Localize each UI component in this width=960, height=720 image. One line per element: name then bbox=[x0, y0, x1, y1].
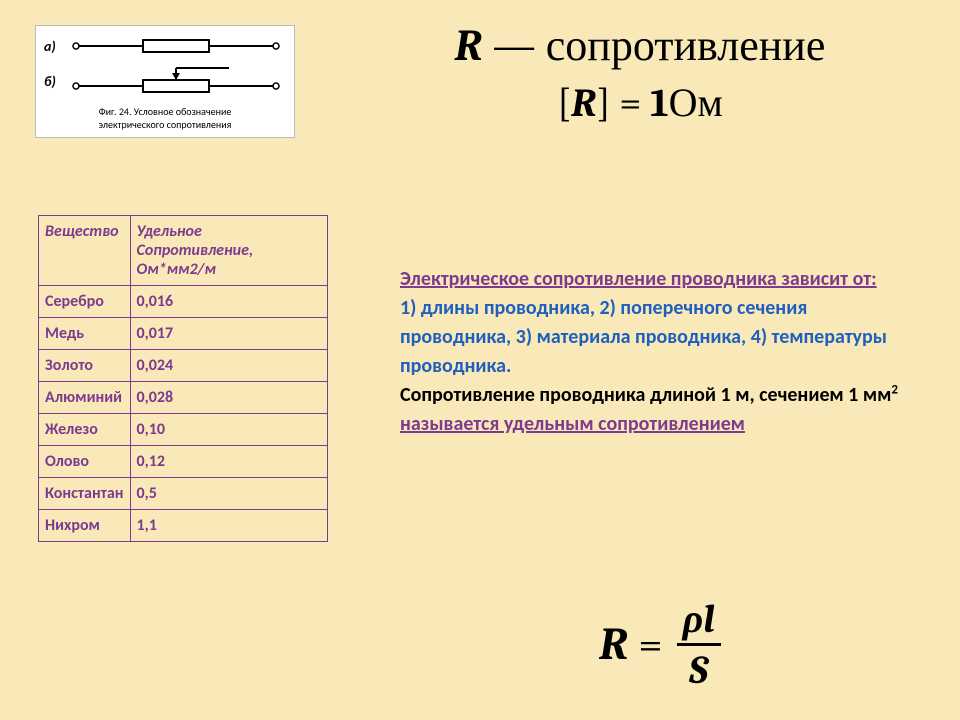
title-line-2: [R] = 1Ом bbox=[350, 79, 930, 126]
title-R2: R bbox=[571, 80, 596, 126]
cell-name: Константан bbox=[39, 478, 131, 510]
table-row: Константан0,5 bbox=[39, 478, 328, 510]
cell-val: 0,017 bbox=[130, 318, 327, 350]
table-row: Нихром1,1 bbox=[39, 510, 328, 542]
table-row: Олово0,12 bbox=[39, 446, 328, 478]
formula-denominator: S bbox=[677, 650, 721, 690]
cell-val: 0,12 bbox=[130, 446, 327, 478]
title-unit: Ом bbox=[669, 80, 723, 126]
bracket-close: ] bbox=[596, 80, 610, 126]
cell-name: Нихром bbox=[39, 510, 131, 542]
body-sent2a: Сопротивление проводника длиной 1 м, сеч… bbox=[400, 383, 891, 407]
header-value: Удельное Сопротивление, Ом*мм2/м bbox=[130, 216, 327, 286]
table-row: Медь0,017 bbox=[39, 318, 328, 350]
table-row: Железо0,10 bbox=[39, 414, 328, 446]
diagram-row-b: б) bbox=[44, 66, 286, 96]
cell-val: 0,5 bbox=[130, 478, 327, 510]
title-R: R bbox=[455, 20, 483, 71]
formula-R: R bbox=[599, 618, 628, 671]
formula-fraction: ρl S bbox=[677, 599, 721, 690]
title-word: — сопротивление bbox=[492, 20, 825, 71]
table-header-row: Вещество Удельное Сопротивление, Ом*мм2/… bbox=[39, 216, 328, 286]
diagram-label-b: б) bbox=[44, 73, 66, 90]
cell-val: 0,016 bbox=[130, 286, 327, 318]
cell-name: Золото bbox=[39, 350, 131, 382]
resistivity-table-wrap: Вещество Удельное Сопротивление, Ом*мм2/… bbox=[38, 215, 328, 542]
title-area: R — сопротивление [R] = 1Ом bbox=[350, 20, 930, 126]
cell-val: 1,1 bbox=[130, 510, 327, 542]
cell-name: Железо bbox=[39, 414, 131, 446]
diagram-caption-line2: электрического сопротивления bbox=[99, 118, 232, 131]
cell-val: 0,10 bbox=[130, 414, 327, 446]
cell-val: 0,028 bbox=[130, 382, 327, 414]
resistivity-table: Вещество Удельное Сопротивление, Ом*мм2/… bbox=[38, 215, 328, 542]
body-items: 1) длины проводника, 2) поперечного сече… bbox=[400, 296, 887, 378]
bracket-open: [ bbox=[557, 80, 571, 126]
resistance-formula: R = ρl S bbox=[420, 599, 900, 690]
cell-name: Медь bbox=[39, 318, 131, 350]
cell-val: 0,024 bbox=[130, 350, 327, 382]
title-equals: = bbox=[610, 80, 650, 126]
title-line-1: R — сопротивление bbox=[350, 20, 930, 71]
body-sent2b: называется удельным сопротивлением bbox=[400, 412, 745, 436]
fixed-resistor-icon bbox=[66, 36, 286, 56]
diagram-caption-line1: Фиг. 24. Условное обозначение bbox=[99, 105, 232, 118]
body-text: Электрическое сопротивление проводника з… bbox=[400, 265, 920, 439]
body-lead: Электрическое сопротивление проводника з… bbox=[400, 267, 877, 291]
formula-numerator: ρl bbox=[677, 599, 721, 639]
formula-bar bbox=[677, 643, 721, 646]
cell-name: Серебро bbox=[39, 286, 131, 318]
header-substance: Вещество bbox=[39, 216, 131, 286]
diagram-row-a: а) bbox=[44, 36, 286, 56]
table-row: Золото0,024 bbox=[39, 350, 328, 382]
title-one: 1 bbox=[650, 80, 668, 126]
diagram-caption: Фиг. 24. Условное обозначение электричес… bbox=[44, 106, 286, 131]
table-row: Алюминий0,028 bbox=[39, 382, 328, 414]
cell-name: Алюминий bbox=[39, 382, 131, 414]
resistor-symbol-diagram: а) б) Фиг. 24. Условное обозначение элек… bbox=[35, 25, 295, 138]
formula-eq: = bbox=[638, 619, 662, 670]
body-sup: 2 bbox=[891, 382, 898, 397]
cell-name: Олово bbox=[39, 446, 131, 478]
variable-resistor-icon bbox=[66, 66, 286, 96]
diagram-label-a: а) bbox=[44, 38, 66, 55]
table-row: Серебро0,016 bbox=[39, 286, 328, 318]
